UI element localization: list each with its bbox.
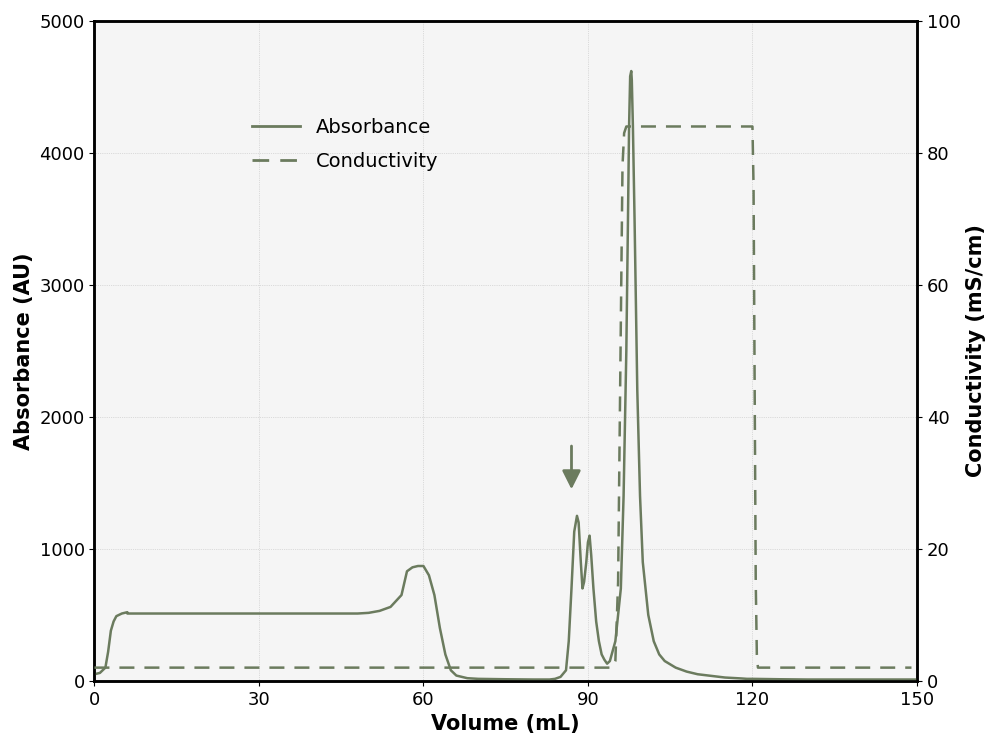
Legend: Absorbance, Conductivity: Absorbance, Conductivity bbox=[244, 110, 446, 179]
Y-axis label: Absorbance (AU): Absorbance (AU) bbox=[14, 252, 34, 450]
Y-axis label: Conductivity (mS/cm): Conductivity (mS/cm) bbox=[966, 224, 986, 477]
X-axis label: Volume (mL): Volume (mL) bbox=[431, 714, 580, 734]
